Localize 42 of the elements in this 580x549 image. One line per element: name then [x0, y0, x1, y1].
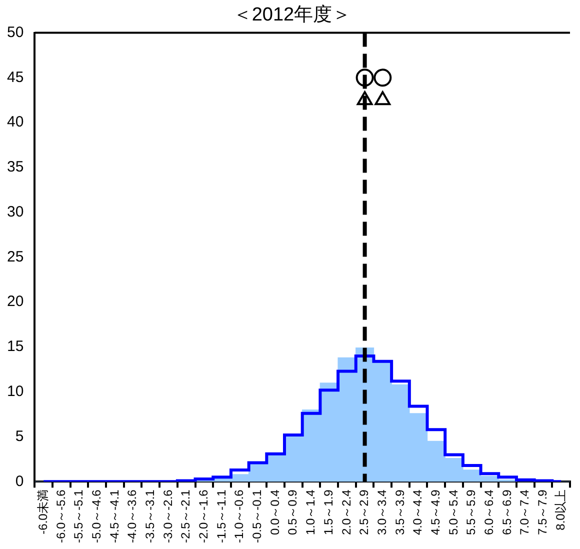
x-tick-label: 1.0～1.4 — [304, 489, 318, 536]
x-tick-label: -4.5～-4.1 — [107, 489, 122, 544]
x-tick-label: 2.0～2.4 — [339, 489, 354, 536]
y-tick-label: 30 — [6, 203, 24, 220]
x-tick-label: -1.0～-0.6 — [232, 489, 246, 544]
x-tick-label: 5.5～5.9 — [464, 489, 478, 536]
y-tick-label: 10 — [6, 383, 24, 400]
y-tick-label: 40 — [6, 114, 24, 131]
x-tick-label: -4.0～-3.6 — [125, 489, 140, 544]
x-tick-label: -6.0～-5.6 — [54, 489, 68, 544]
y-tick-label: 5 — [15, 428, 24, 445]
x-tick-label: -1.5～-1.1 — [214, 489, 228, 544]
y-tick-label: 35 — [6, 158, 24, 176]
x-tick-label: -2.0～-1.6 — [196, 489, 211, 544]
x-tick-label: 4.0～4.4 — [410, 489, 425, 536]
x-tick-label: 0.0～0.4 — [268, 489, 282, 536]
x-tick-label: 2.5～2.9 — [357, 489, 372, 536]
x-tick-label: -3.0～-2.6 — [160, 489, 175, 544]
chart-title: ＜2012年度＞ — [232, 4, 352, 26]
x-tick-label: 5.0～5.4 — [446, 489, 460, 536]
y-tick-label: 50 — [6, 24, 24, 41]
x-tick-label: -2.5～-2.1 — [178, 489, 193, 544]
y-tick-label: 25 — [6, 248, 24, 266]
x-tick-label: -6.0未満 — [36, 490, 50, 534]
x-tick-label: -5.0～-4.6 — [89, 489, 104, 544]
x-tick-label: -0.5～-0.1 — [250, 489, 264, 544]
x-tick-label: 7.5～7.9 — [536, 489, 550, 536]
y-tick-label: 15 — [6, 338, 24, 356]
x-tick-label: 3.5～3.9 — [392, 489, 407, 536]
x-tick-label: 8.0以上 — [553, 490, 568, 530]
x-tick-label: 7.0～7.4 — [518, 489, 532, 536]
x-tick-label: 4.5～4.9 — [428, 489, 442, 536]
x-tick-label: 0.5～0.9 — [286, 489, 300, 536]
y-tick-label: 45 — [6, 68, 24, 86]
x-tick-label: 6.0～6.4 — [482, 489, 496, 536]
x-tick-label: 3.0～3.4 — [374, 489, 389, 536]
x-tick-label: -3.5～-3.1 — [142, 489, 157, 544]
y-tick-label: 0 — [15, 472, 24, 490]
y-tick-label: 20 — [6, 293, 24, 310]
x-tick-label: 1.5～1.9 — [321, 489, 336, 536]
x-tick-label: -5.5～-5.1 — [72, 489, 86, 544]
x-tick-label: 6.5～6.9 — [500, 489, 514, 536]
